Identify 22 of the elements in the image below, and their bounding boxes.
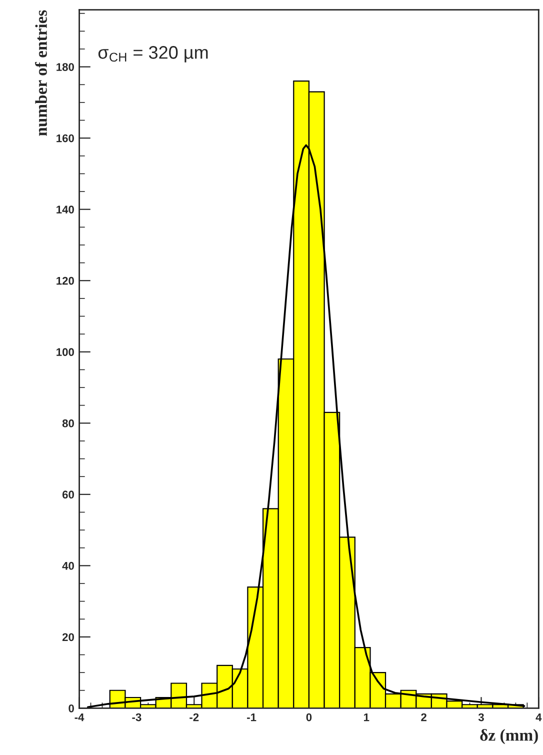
y-tick-label: 0 [68,704,74,712]
x-tick-label: 1 [364,713,370,722]
x-axis-title: δz (mm) [480,728,538,744]
x-tick-label: -3 [132,713,142,722]
x-tick-label: 0 [306,713,312,722]
y-tick-label: 180 [56,63,74,71]
x-tick-label: 2 [421,713,426,722]
y-tick-label: 60 [62,490,74,499]
x-tick-label: 4 [536,713,542,722]
x-tick-label: -1 [247,713,256,722]
y-axis-title: number of entries [35,10,47,136]
y-tick-label: 100 [56,348,74,356]
x-tick-label: -4 [74,713,84,722]
y-tick-label: 40 [62,562,74,570]
y-tick-label: 160 [56,134,74,142]
y-tick-label: 80 [62,419,74,428]
x-tick-label: -2 [190,713,199,722]
y-tick-label: 140 [56,206,74,214]
x-tick-label: 3 [478,713,484,722]
y-tick-label: 20 [62,633,74,642]
annotation: σ$_{CH}$ = 320 µm [98,46,208,62]
y-tick-label: 120 [56,276,74,285]
